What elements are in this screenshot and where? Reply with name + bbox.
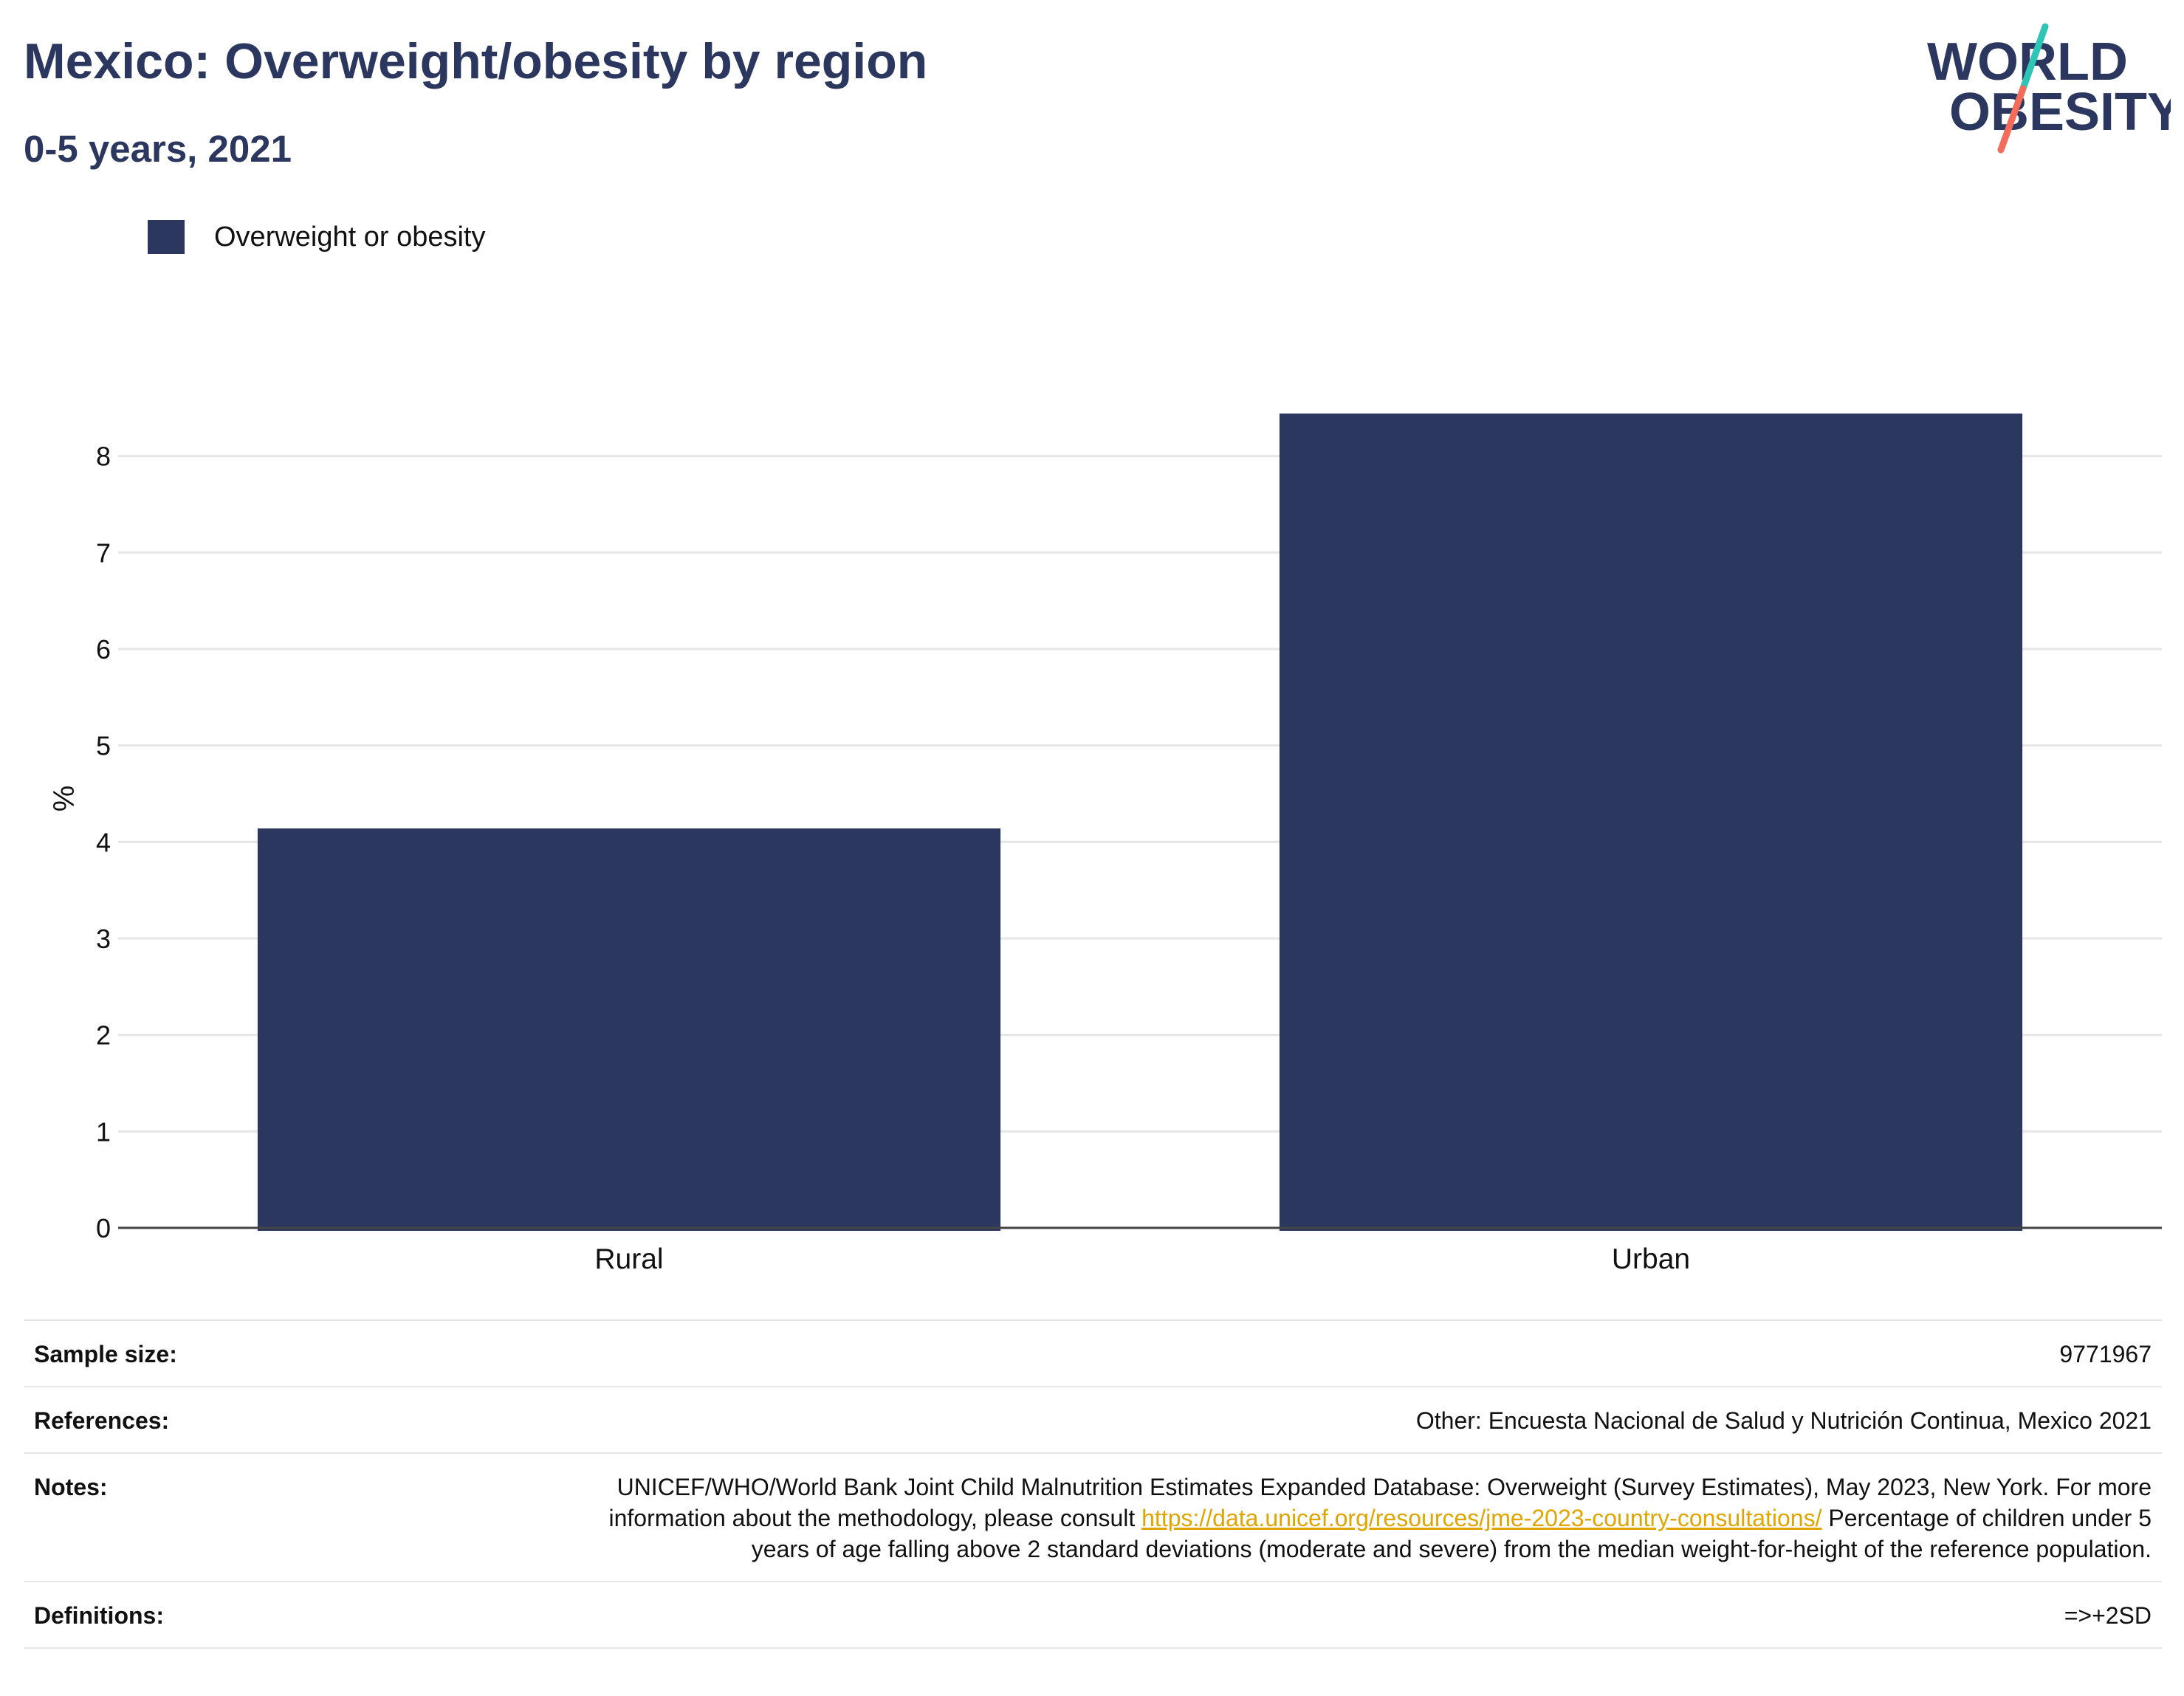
bar-urban [1279, 413, 2023, 1231]
page-title: Mexico: Overweight/obesity by region [24, 33, 928, 89]
notes-link[interactable]: https://data.unicef.org/resources/jme-20… [1141, 1505, 1822, 1531]
y-tick-label: 7 [96, 538, 111, 568]
world-obesity-logo: WORLD OBESITY [1927, 23, 2171, 154]
y-tick-label: 1 [96, 1116, 111, 1147]
meta-row-sample-size: Sample size: 9771967 [24, 1319, 2162, 1386]
legend-swatch [148, 220, 185, 254]
meta-key: Definitions: [34, 1602, 164, 1629]
y-tick-label: 5 [96, 731, 111, 761]
bar-rural [257, 828, 1001, 1231]
page-subtitle: 0-5 years, 2021 [24, 128, 292, 170]
y-axis-title: % [47, 786, 79, 812]
bar-chart: 0 1 2 3 4 5 6 7 8 Rural Urban% [47, 413, 2162, 1275]
meta-key: References: [34, 1407, 170, 1434]
y-tick-label: 8 [96, 442, 111, 472]
logo-slash-bottom [1997, 85, 2027, 154]
y-tick-label: 3 [96, 924, 111, 954]
y-tick-label: 6 [96, 634, 111, 665]
notes-text-2: Percentage of children under 5 years of … [751, 1505, 2152, 1562]
meta-value: =>+2SD [2064, 1602, 2152, 1629]
y-tick-label: 2 [96, 1020, 111, 1051]
notes-text-1: UNICEF/WHO/World Bank Joint Child Malnut… [608, 1474, 2152, 1531]
y-tick-label: 4 [96, 827, 111, 857]
metadata-table: Sample size: 9771967 References: Other: … [24, 1319, 2162, 1649]
y-tick-label: 0 [96, 1213, 111, 1243]
legend: Overweight or obesity [148, 220, 486, 254]
meta-key: Sample size: [34, 1341, 177, 1367]
meta-key: Notes: [34, 1474, 108, 1500]
meta-value: 9771967 [2059, 1341, 2152, 1367]
legend-label: Overweight or obesity [214, 221, 486, 253]
logo-slash-top [2019, 23, 2049, 92]
meta-row-references: References: Other: Encuesta Nacional de … [24, 1386, 2162, 1452]
x-tick-label: Urban [1612, 1243, 1690, 1275]
meta-row-notes: Notes: UNICEF/WHO/World Bank Joint Child… [24, 1452, 2162, 1581]
meta-value: Other: Encuesta Nacional de Salud y Nutr… [1415, 1407, 2152, 1434]
meta-row-definitions: Definitions: =>+2SD [24, 1581, 2162, 1649]
x-tick-label: Rural [594, 1243, 663, 1275]
logo-line2: OBESITY [1949, 83, 2171, 142]
meta-value: UNICEF/WHO/World Bank Joint Child Malnut… [601, 1472, 2152, 1565]
